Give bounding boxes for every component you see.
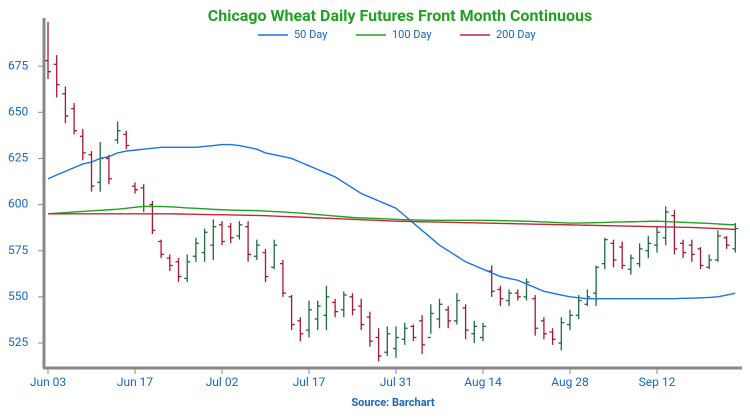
x-tick-label: Aug 14	[464, 375, 502, 389]
x-tick-label: Jun 03	[30, 375, 66, 389]
moving-average-line	[48, 213, 736, 231]
legend-label: 100 Day	[392, 28, 432, 41]
x-tick-label: Jul 17	[293, 375, 326, 389]
moving-average-line	[47, 143, 736, 300]
x-tick-label: Jun 17	[117, 375, 154, 389]
x-tick-label: Sep 12	[639, 375, 676, 389]
chart-title: Chicago Wheat Daily Futures Front Month …	[208, 6, 592, 25]
y-tick-label: 625	[8, 151, 28, 165]
legend-label: 50 Day	[294, 28, 328, 41]
x-tick-label: Jul 31	[380, 375, 413, 389]
y-tick-label: 550	[8, 289, 28, 303]
x-tick-label: Jul 02	[206, 375, 239, 389]
x-tick-label: Aug 28	[551, 375, 589, 389]
y-tick-label: 575	[8, 243, 28, 257]
source: Source: Barchart	[351, 396, 434, 409]
y-tick-label: 650	[8, 104, 28, 118]
y-tick-label: 525	[8, 335, 28, 349]
y-tick-label: 675	[8, 58, 28, 72]
legend-label: 200 Day	[496, 28, 536, 41]
y-tick-label: 600	[8, 197, 28, 211]
moving-average-line	[47, 205, 736, 226]
